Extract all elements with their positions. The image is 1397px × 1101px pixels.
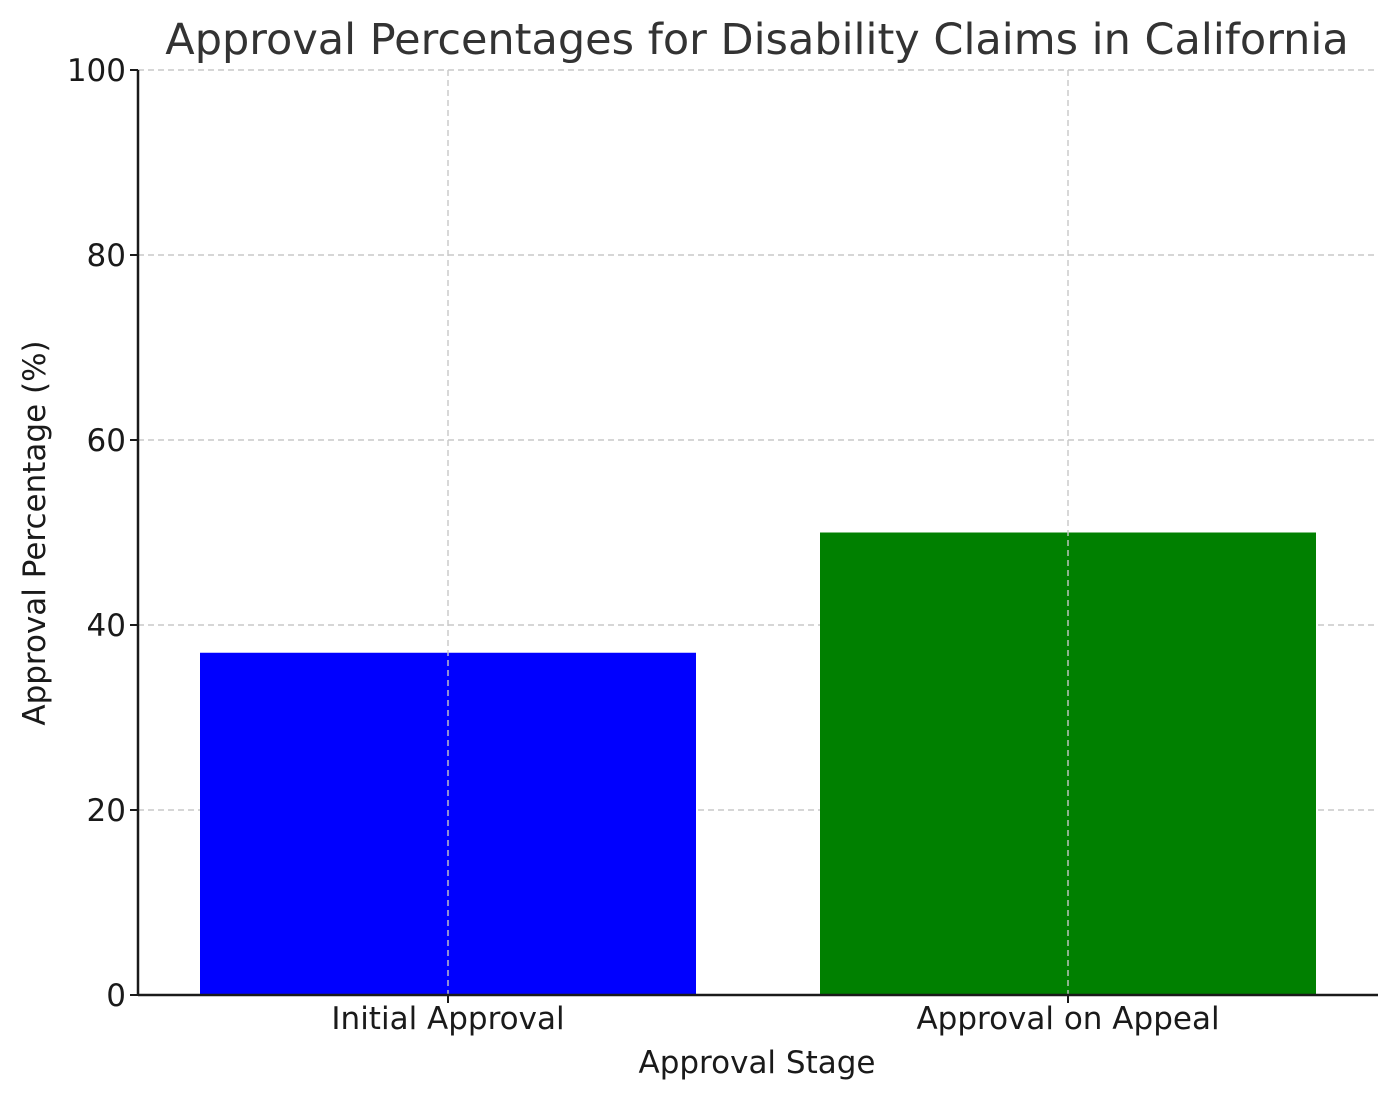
vertical-grid-lines [447, 70, 1069, 995]
y-tick-label: 20 [87, 793, 126, 829]
x-axis-label: Approval Stage [639, 1045, 876, 1081]
x-tick-label: Approval on Appeal [916, 1001, 1219, 1037]
bars [200, 532, 1316, 995]
y-tick-label: 0 [106, 978, 126, 1014]
y-axis-label: Approval Percentage (%) [17, 340, 53, 725]
y-axis-ticks: 0 20 40 60 80 100 [67, 53, 138, 1014]
y-tick-label: 40 [87, 608, 126, 644]
y-tick-label: 60 [87, 423, 126, 459]
chart-title: Approval Percentages for Disability Clai… [165, 15, 1348, 65]
x-tick-label: Initial Approval [331, 1001, 564, 1037]
y-tick-label: 80 [87, 238, 126, 274]
x-axis-ticks: Initial Approval Approval on Appeal [331, 995, 1220, 1037]
y-tick-label: 100 [67, 53, 126, 89]
